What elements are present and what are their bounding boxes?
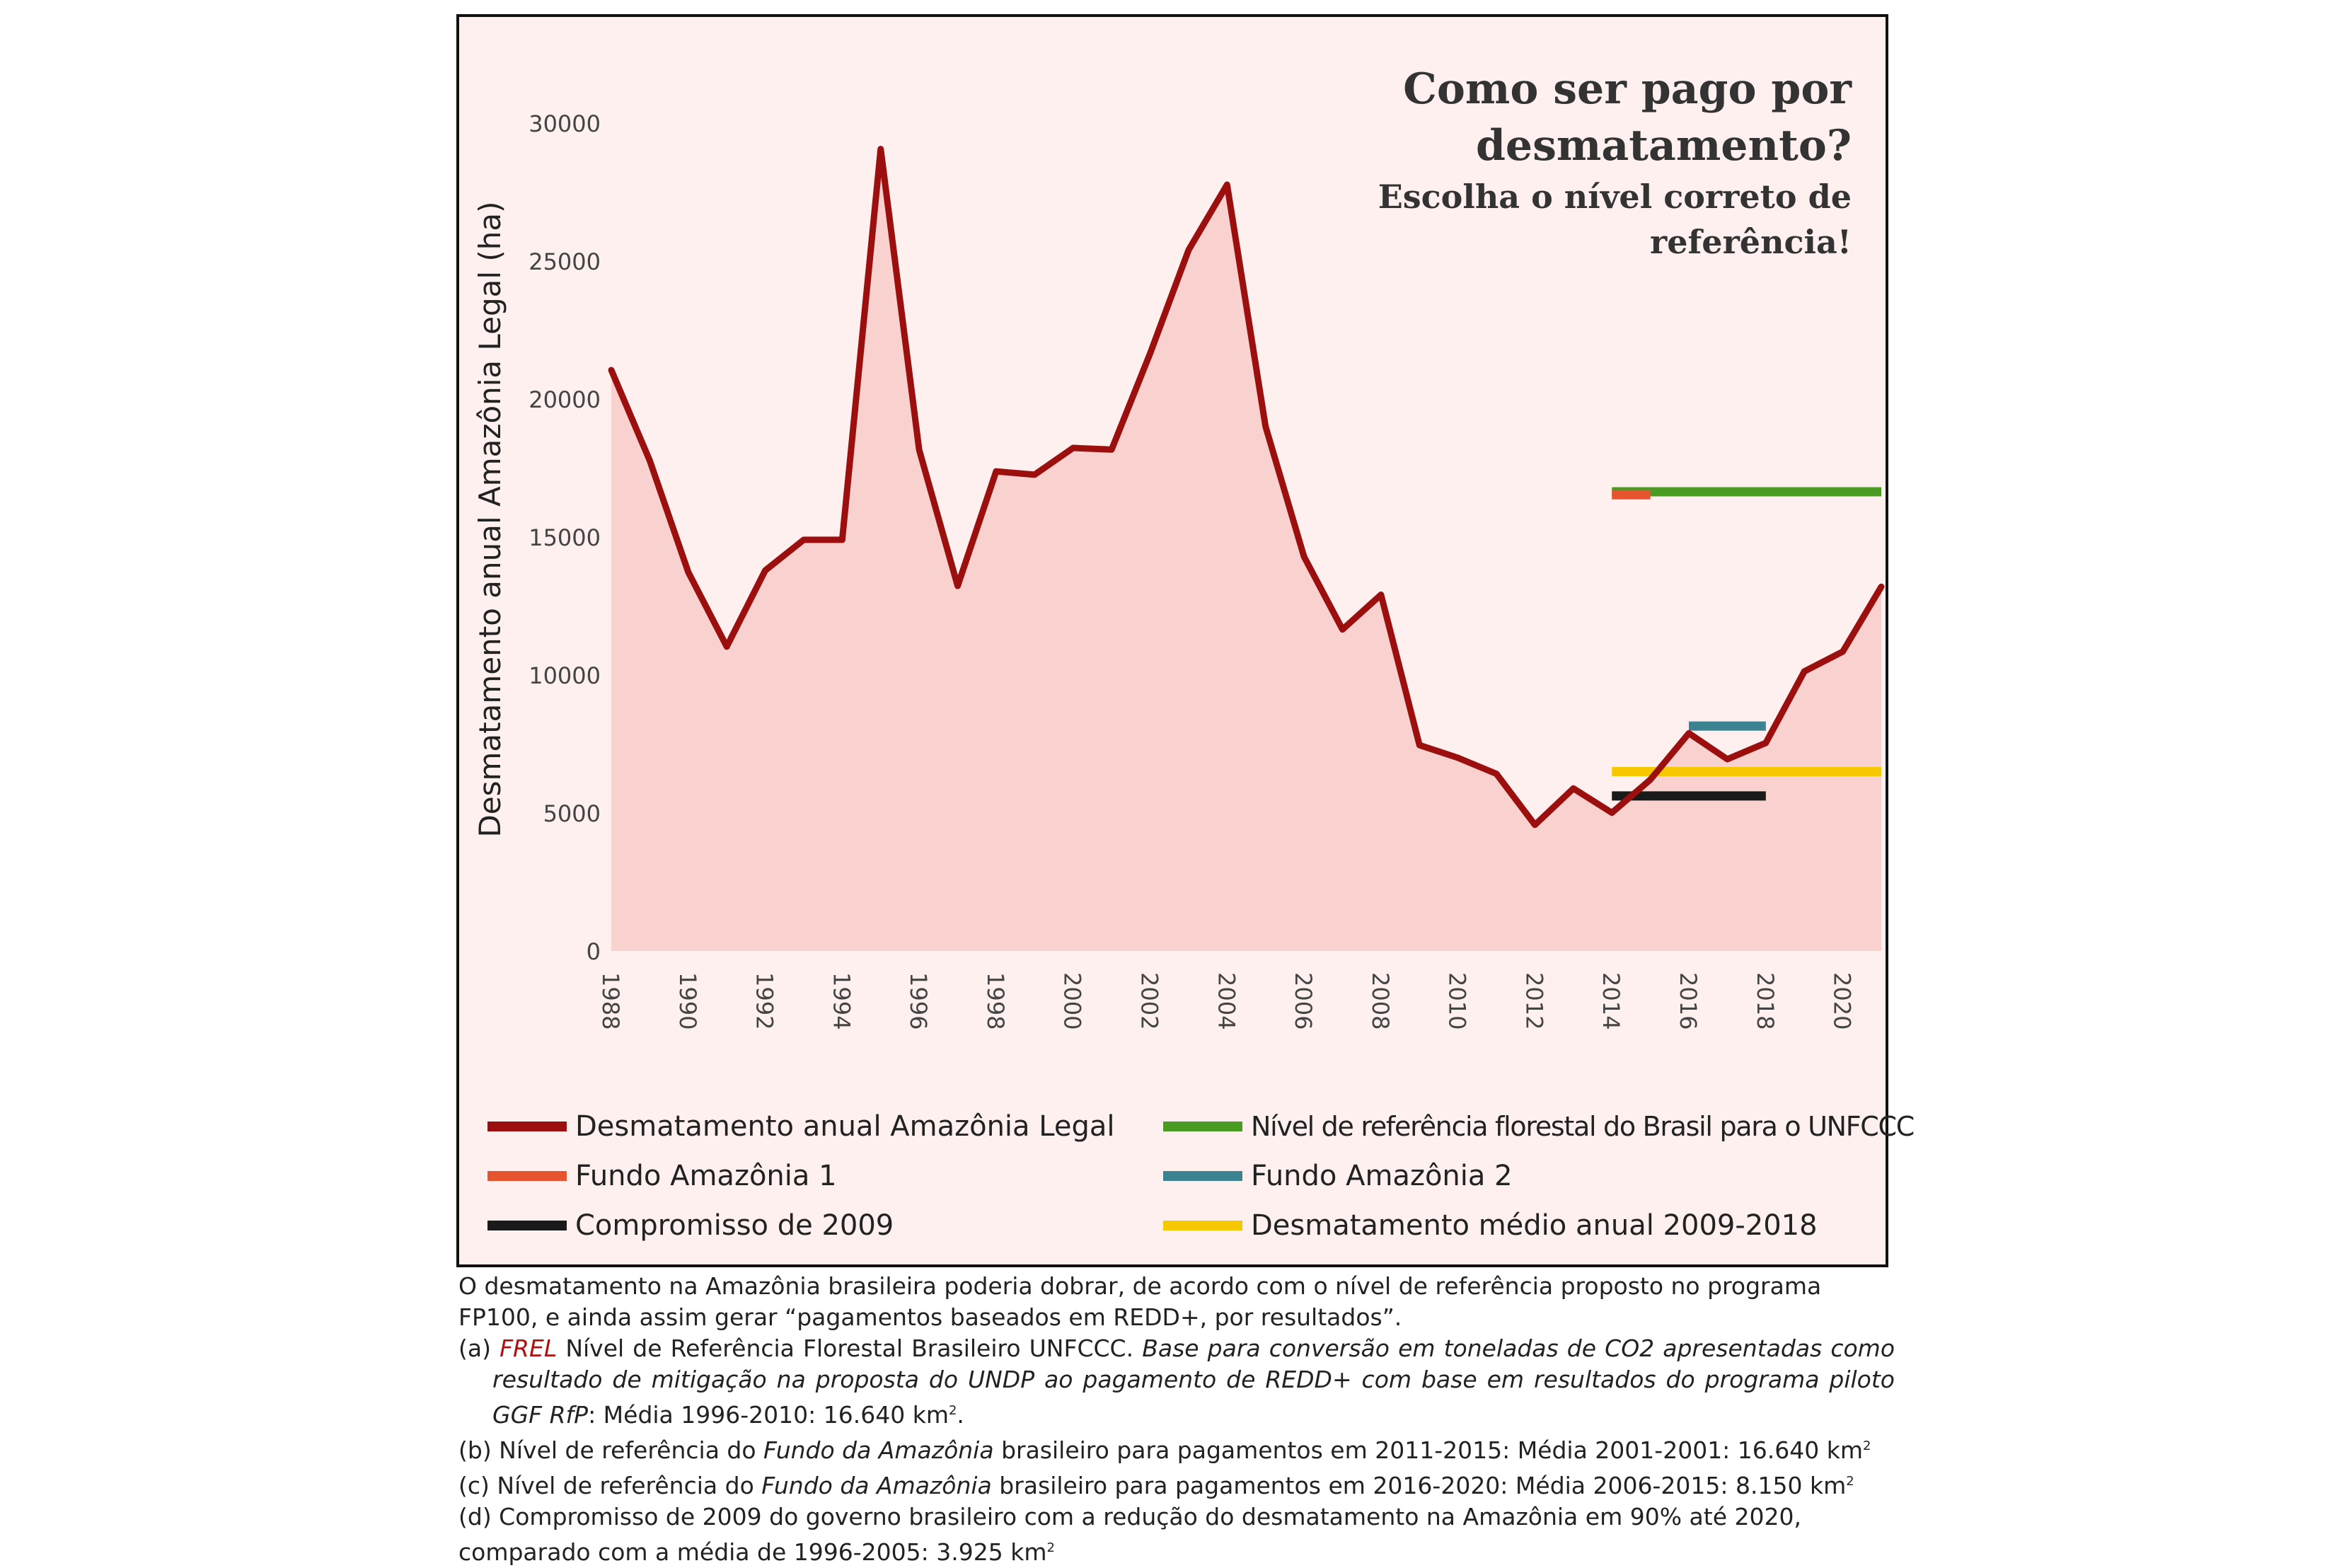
figure-caption: O desmatamento na Amazônia brasileira po… [458, 1271, 1895, 1568]
x-tick-label: 2016 [1675, 972, 1702, 1030]
x-tick-label: 1998 [982, 972, 1009, 1030]
note-a-sup: 2 [948, 1403, 957, 1418]
note-a-tail: : Média 1996-2010: 16.640 km [588, 1401, 949, 1429]
x-tick-label: 2000 [1059, 972, 1086, 1030]
caption-note-c: (c) Nível de referência do Fundo da Amaz… [458, 1466, 1895, 1501]
legend-swatch-fundo2 [1163, 1171, 1242, 1181]
legend-swatch-desmatamento [487, 1122, 567, 1131]
y-tick-label: 0 [587, 938, 601, 965]
caption-note-a: (a) FREL Nível de Referência Florestal B… [458, 1334, 1895, 1429]
note-b-italic: Fundo da Amazônia [763, 1436, 994, 1464]
note-a-prefix: (a) [458, 1334, 500, 1362]
chart-title: Como ser pago por desmatamento? Escolha … [1378, 61, 1852, 265]
x-tick-label: 1994 [828, 972, 855, 1030]
legend-label: Desmatamento médio anual 2009-2018 [1251, 1209, 1818, 1242]
deforestation-line [608, 146, 1885, 829]
legend-item-fundo2: Fundo Amazônia 2 [1163, 1156, 1513, 1196]
subtitle-line-2: referência! [1650, 223, 1852, 261]
x-tick-label: 1990 [674, 972, 701, 1030]
note-c-italic: Fundo da Amazônia [761, 1472, 992, 1499]
note-a-frel: FREL [500, 1334, 558, 1362]
note-d-sup: 2 [1046, 1540, 1055, 1555]
caption-note-b: (b) Nível de referência do Fundo da Amaz… [458, 1431, 1895, 1466]
x-tick-label: 1996 [905, 972, 932, 1030]
x-tick-label: 2006 [1290, 972, 1317, 1030]
legend-label: Desmatamento anual Amazônia Legal [575, 1110, 1115, 1143]
x-tick-label: 1992 [751, 972, 778, 1030]
y-axis-label: Desmatamento anual Amazônia Legal (ha) [473, 201, 507, 837]
y-tick-label: 10000 [529, 662, 601, 689]
y-tick-label: 30000 [529, 110, 601, 137]
legend-label: Nível de referência florestal do Brasil … [1251, 1111, 1915, 1142]
note-b-tail: brasileiro para pagamentos em 2011-2015:… [993, 1436, 1864, 1464]
y-tick-label: 5000 [543, 800, 601, 827]
title-line-1: Como ser pago por [1403, 64, 1852, 114]
x-tick-label: 2018 [1752, 972, 1779, 1030]
x-tick-label: 2010 [1444, 972, 1471, 1030]
note-b-sup: 2 [1863, 1439, 1871, 1453]
x-tick-label: 1988 [597, 972, 624, 1030]
x-tick-label: 2012 [1520, 972, 1547, 1030]
note-d-text: (d) Compromisso de 2009 do governo brasi… [458, 1503, 1801, 1566]
note-a-italic: Base para conversão em toneladas de CO2 … [492, 1334, 1895, 1429]
x-tick-label: 2008 [1367, 972, 1394, 1030]
legend-label: Fundo Amazônia 2 [1251, 1160, 1513, 1192]
note-a-text: Nível de Referência Florestal Brasileiro… [557, 1334, 1143, 1362]
legend-item-unfccc: Nível de referência florestal do Brasil … [1163, 1107, 1915, 1146]
legend-label: Compromisso de 2009 [575, 1209, 894, 1242]
x-tick-label: 2004 [1213, 972, 1240, 1030]
legend-swatch-unfccc [1163, 1122, 1242, 1131]
legend-item-compromisso: Compromisso de 2009 [487, 1206, 894, 1245]
caption-note-d: (d) Compromisso de 2009 do governo brasi… [458, 1501, 1895, 1568]
caption-intro: O desmatamento na Amazônia brasileira po… [458, 1272, 1822, 1331]
legend-item-fundo1: Fundo Amazônia 1 [487, 1156, 837, 1196]
chart-svg: 0 5000 10000 15000 20000 25000 30000 1988 1990 1… [459, 109, 1886, 1100]
note-c-prefix: (c) Nível de referência do [458, 1472, 762, 1499]
deforestation-area [611, 149, 1881, 951]
x-tick-label: 2002 [1136, 972, 1163, 1030]
y-tick-label: 25000 [529, 248, 601, 275]
x-tick-label: 2014 [1598, 972, 1624, 1030]
y-tick-label: 15000 [529, 524, 601, 551]
note-b-prefix: (b) Nível de referência do [458, 1436, 764, 1464]
legend-swatch-fundo1 [487, 1171, 567, 1181]
y-tick-label: 20000 [529, 386, 601, 413]
legend-swatch-compromisso [487, 1221, 567, 1230]
x-tick-label: 2020 [1829, 972, 1856, 1030]
chart-frame: 0 5000 10000 15000 20000 25000 30000 1988 1990 1… [456, 14, 1915, 1267]
legend-label: Fundo Amazônia 1 [575, 1160, 837, 1192]
title-line-2: desmatamento? [1475, 121, 1852, 171]
legend-item-desmatamento: Desmatamento anual Amazônia Legal [487, 1107, 1114, 1146]
legend-swatch-media [1163, 1221, 1242, 1230]
legend-item-media: Desmatamento médio anual 2009-2018 [1163, 1206, 1818, 1245]
note-c-tail: brasileiro para pagamentos em 2016-2020:… [991, 1472, 1847, 1499]
note-c-sup: 2 [1846, 1474, 1854, 1489]
subtitle-line-1: Escolha o nível correto de [1378, 178, 1852, 216]
